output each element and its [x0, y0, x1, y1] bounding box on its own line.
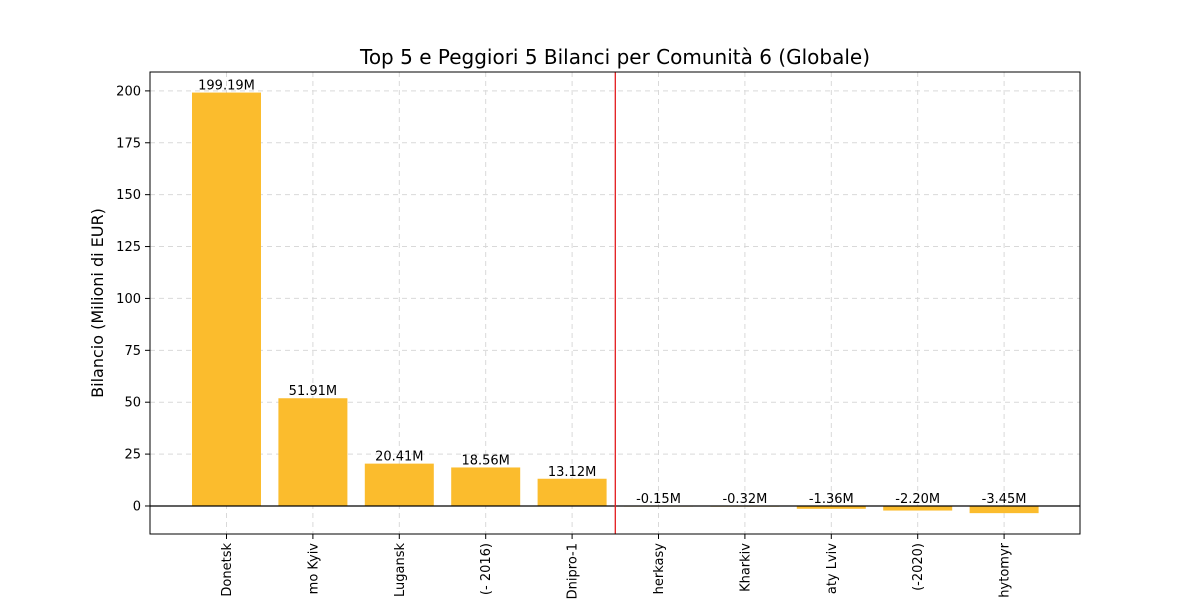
data-label: -0.15M: [636, 492, 681, 507]
bar: [364, 463, 434, 506]
bar: [451, 467, 521, 506]
y-tick-label: 100: [116, 292, 141, 307]
x-tick-label: Dnipro-1: [566, 543, 581, 599]
x-tick-label: hytomyr: [998, 542, 1013, 597]
x-tick-label: (-2020): [911, 543, 926, 591]
x-axis-ticks: Donetsk mo Kyiv Lugansk (- 2016) Dnipro-1 her…: [220, 534, 1013, 599]
x-tick-label: mo Kyiv: [306, 543, 321, 595]
y-axis-ticks: 0 25 50 75 100 125 150 175 200: [116, 84, 150, 514]
y-tick-label: 0: [133, 499, 141, 514]
chart-title: Top 5 e Peggiori 5 Bilanci per Comunità …: [359, 45, 870, 69]
data-labels: 199.19M 51.91M 20.41M 18.56M 13.12M -0.15M -0.…: [198, 79, 1026, 507]
bars: [192, 92, 1039, 514]
plot-frame: [149, 71, 1081, 535]
x-tick-label: Lugansk: [393, 543, 408, 597]
y-axis-label: Bilancio (Milioni di EUR): [88, 208, 107, 398]
data-label: 13.12M: [548, 465, 596, 480]
bar: [537, 478, 607, 506]
x-tick-label: herkasy: [652, 543, 667, 595]
y-tick-label: 25: [124, 448, 141, 463]
data-label: 51.91M: [289, 384, 337, 399]
y-tick-label: 175: [116, 136, 141, 151]
bar: [796, 505, 866, 509]
data-label: -1.36M: [809, 492, 854, 507]
data-label: 20.41M: [375, 450, 423, 465]
x-tick-label: Donetsk: [220, 543, 235, 597]
y-tick-label: 200: [116, 84, 141, 99]
x-tick-label: aty Lviv: [825, 543, 840, 594]
bar: [969, 505, 1039, 514]
y-tick-label: 75: [124, 344, 141, 359]
data-label: 199.19M: [198, 79, 255, 94]
data-label: 18.56M: [461, 453, 509, 468]
y-tick-label: 125: [116, 240, 141, 255]
y-tick-label: 150: [116, 188, 141, 203]
y-tick-label: 50: [124, 396, 141, 411]
bar: [192, 92, 261, 506]
x-tick-label: (- 2016): [479, 543, 494, 595]
bar: [883, 505, 953, 511]
data-label: -3.45M: [982, 492, 1027, 507]
data-label: -2.20M: [895, 492, 940, 507]
data-label: -0.32M: [722, 492, 767, 507]
x-tick-label: Kharkiv: [738, 543, 753, 592]
bar: [278, 398, 348, 506]
